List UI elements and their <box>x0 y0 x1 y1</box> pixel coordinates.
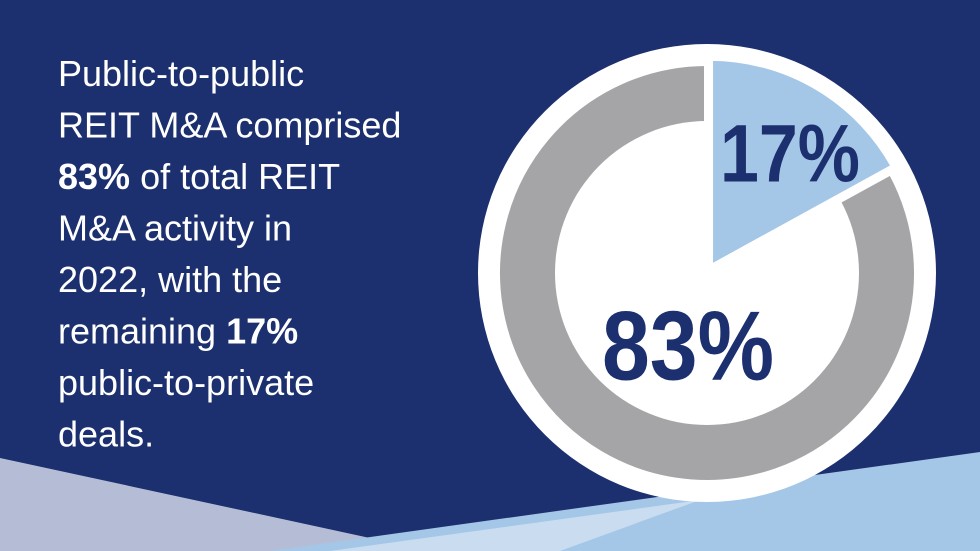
text-segment: public-to-private <box>58 362 314 403</box>
decor-mid <box>330 500 700 551</box>
text-segment: remaining <box>58 311 226 352</box>
text-line: 83% of total REIT <box>58 156 340 197</box>
text-line: REIT M&A comprised <box>58 105 401 146</box>
text-segment: 2022, with the <box>58 259 282 300</box>
text-segment: M&A activity in <box>58 208 292 249</box>
text-segment: deals. <box>58 414 154 455</box>
text-segment: REIT M&A comprised <box>58 105 401 146</box>
decor-left <box>0 458 430 551</box>
description: Public-to-public REIT M&A comprised 83% of… <box>58 53 401 455</box>
text-segment: Public-to-public <box>58 53 304 94</box>
bold-text: 83% <box>58 156 130 197</box>
text-line: public-to-private <box>58 362 314 403</box>
text-line: M&A activity in <box>58 208 292 249</box>
slice-label: 83% <box>602 290 774 400</box>
pie-slice <box>707 54 899 273</box>
text-line: Public-to-public <box>58 53 304 94</box>
text-line: deals. <box>58 414 154 455</box>
text-line: 2022, with the <box>58 259 282 300</box>
text-line: remaining 17% <box>58 311 298 352</box>
text-segment: of total REIT <box>130 156 340 197</box>
slice-label: 17% <box>720 109 860 200</box>
bold-text: 17% <box>226 311 298 352</box>
pie: 17% 83% <box>494 54 920 486</box>
